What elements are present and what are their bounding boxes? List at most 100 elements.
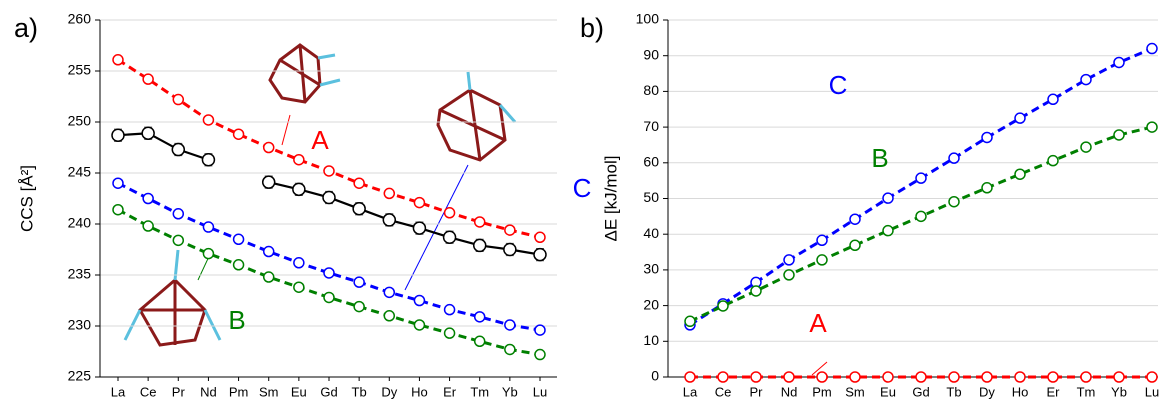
data-point <box>849 239 861 252</box>
y-tick-label: 250 <box>68 113 92 129</box>
data-point <box>783 269 795 281</box>
data-point <box>142 192 154 205</box>
data-point <box>915 172 927 184</box>
data-point <box>882 224 894 237</box>
series-label: A <box>311 125 329 155</box>
series-label: B <box>228 305 245 335</box>
x-tick-label: Yb <box>1111 384 1127 399</box>
data-point <box>232 128 245 140</box>
x-tick-label: Dy <box>979 384 995 399</box>
x-tick-label: Ho <box>411 384 428 399</box>
data-point <box>232 259 245 271</box>
data-point <box>684 315 696 328</box>
y-tick-label: 255 <box>68 62 92 78</box>
y-tick-label: 50 <box>643 189 659 205</box>
molecule-c <box>436 71 517 162</box>
data-point <box>262 141 275 154</box>
data-point <box>684 371 696 383</box>
molecule-a <box>268 43 341 104</box>
data-point <box>322 190 336 205</box>
data-point <box>112 177 124 189</box>
data-point <box>717 300 729 312</box>
data-point <box>1113 56 1125 69</box>
data-point <box>353 177 365 189</box>
x-tick-label: Tm <box>470 384 489 399</box>
x-tick-label: Dy <box>381 384 397 399</box>
data-point <box>142 220 154 232</box>
data-point <box>172 93 185 106</box>
series-label: C <box>829 70 848 100</box>
data-point <box>1047 93 1059 106</box>
data-point <box>293 153 305 166</box>
data-point <box>1080 73 1092 86</box>
data-point <box>882 371 894 383</box>
x-tick-label: Tm <box>1077 384 1096 399</box>
data-point <box>534 348 546 361</box>
x-tick-label: La <box>111 384 126 399</box>
y-tick-label: 245 <box>68 164 92 180</box>
data-point <box>473 216 486 228</box>
data-point <box>202 247 215 260</box>
data-point <box>783 371 795 383</box>
data-point <box>783 254 795 266</box>
data-point <box>504 319 516 331</box>
x-tick-label: Pm <box>229 384 249 399</box>
data-point <box>750 285 762 297</box>
data-point <box>717 371 729 383</box>
data-point <box>948 371 960 383</box>
data-point <box>292 182 306 197</box>
data-point <box>111 128 125 143</box>
y-tick-label: 80 <box>643 82 659 98</box>
data-point <box>816 234 828 247</box>
data-point <box>1146 371 1158 383</box>
data-point <box>1080 141 1092 153</box>
data-point <box>353 300 365 313</box>
data-point <box>1014 112 1026 124</box>
series-label: C <box>573 173 592 203</box>
x-tick-label: Lu <box>533 384 547 399</box>
data-point <box>293 281 305 293</box>
data-point <box>383 286 396 299</box>
x-tick-label: Lu <box>1145 384 1159 399</box>
data-point <box>473 335 486 348</box>
series-line <box>117 208 541 357</box>
x-tick-label: Eu <box>291 384 307 399</box>
data-point <box>141 126 155 140</box>
data-point <box>412 221 427 235</box>
x-tick-label: Pm <box>812 384 832 399</box>
data-point <box>202 114 215 126</box>
data-point <box>948 195 960 208</box>
y-tick-label: 70 <box>643 118 659 134</box>
data-point <box>323 291 335 304</box>
x-tick-label: Ce <box>715 384 732 399</box>
x-tick-label: Gd <box>912 384 929 399</box>
data-point <box>443 327 456 339</box>
data-point <box>750 371 762 383</box>
y-tick-label: 225 <box>68 368 92 384</box>
y-tick-label: 230 <box>68 317 92 333</box>
data-point <box>293 257 305 269</box>
data-point <box>882 192 894 204</box>
y-tick-label: 10 <box>643 332 659 348</box>
data-point <box>232 233 245 246</box>
data-point <box>442 230 457 245</box>
y-tick-label: 240 <box>68 215 92 231</box>
x-tick-label: Nd <box>200 384 217 399</box>
data-point <box>171 142 186 157</box>
y-tick-label: 60 <box>643 154 659 170</box>
y-tick-label: 235 <box>68 266 92 282</box>
data-point <box>323 267 335 279</box>
x-tick-label: Tb <box>946 384 961 399</box>
data-point <box>816 254 828 266</box>
x-tick-label: Er <box>443 384 457 399</box>
series-line <box>117 181 541 332</box>
data-point <box>1146 42 1158 55</box>
x-tick-label: Eu <box>880 384 896 399</box>
data-point <box>172 208 185 220</box>
x-tick-label: Pr <box>750 384 764 399</box>
data-point <box>1014 371 1026 383</box>
x-tick-label: Pr <box>172 384 186 399</box>
y-tick-label: 40 <box>643 225 659 241</box>
data-point <box>262 271 275 283</box>
